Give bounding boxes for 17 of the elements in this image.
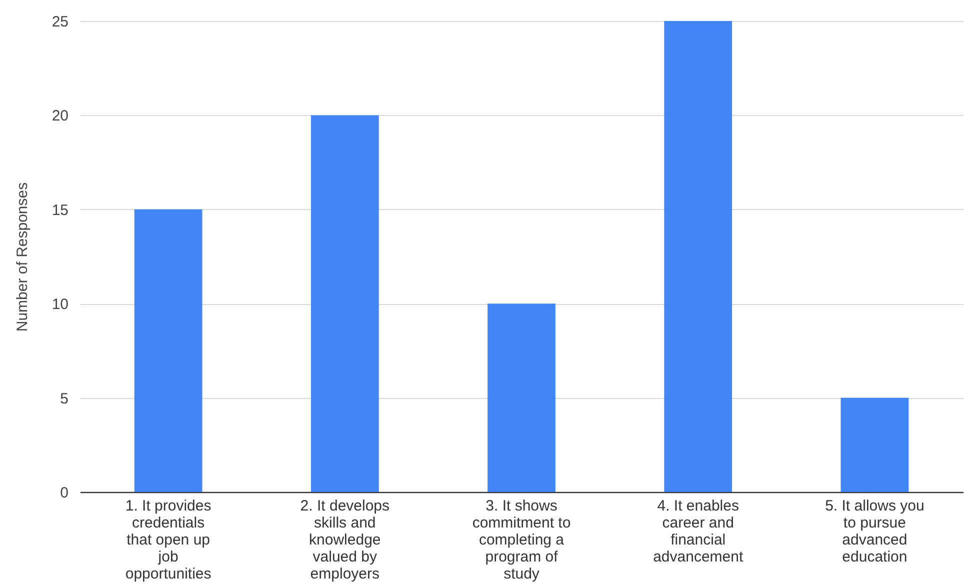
y-tick-label: 20	[52, 108, 68, 125]
bar	[310, 115, 379, 492]
y-axis-title: Number of Responses	[14, 182, 31, 332]
y-tick-label: 10	[52, 296, 68, 314]
bar	[134, 209, 202, 492]
y-tick-label: 0	[60, 484, 68, 502]
x-tick-label: 2. It develops skills and knowledge valued by employers	[300, 498, 390, 582]
x-tick-label: 1. It provides credentials that open up job opportunities	[125, 498, 212, 582]
y-tick-label: 5	[60, 390, 68, 408]
bar	[664, 21, 732, 492]
bar	[488, 304, 556, 492]
bar	[840, 398, 909, 492]
x-tick-label: 5. It allows you to pursue advanced education	[825, 498, 924, 566]
y-tick-label: 15	[52, 202, 68, 219]
x-tick-label: 4. It enables career and financial advancement	[653, 498, 744, 566]
x-tick-label: 3. It shows commitment to completing a program of study	[472, 498, 571, 582]
y-tick-label: 25	[52, 14, 68, 30]
